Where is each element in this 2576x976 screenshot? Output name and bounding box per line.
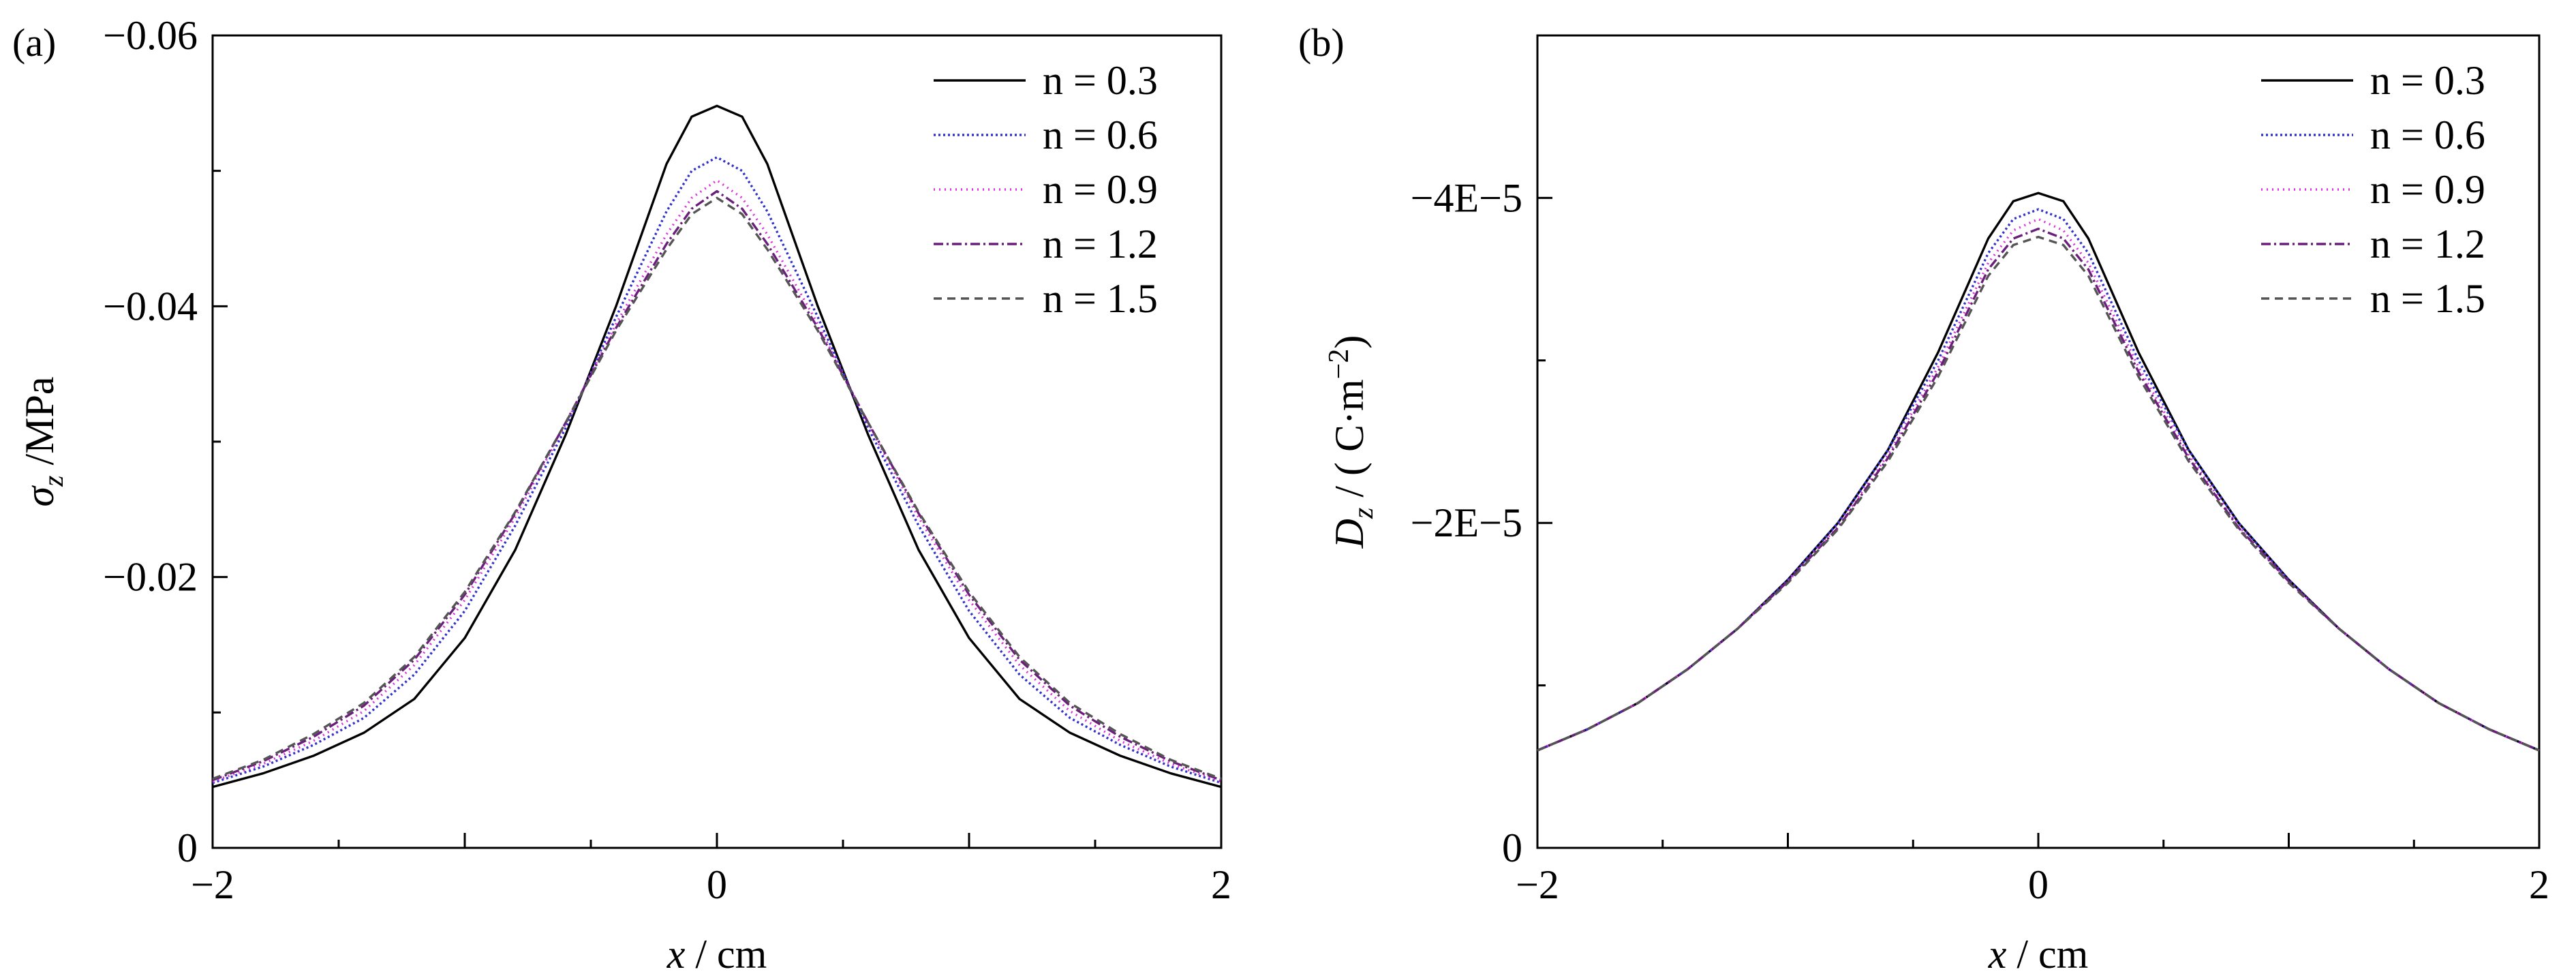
- y-axis-unit-sup: −2: [1323, 349, 1355, 380]
- y-axis-label: Dz / ( C·m−2): [1323, 335, 1379, 549]
- panel-label: (b): [1298, 20, 1345, 65]
- x-axis-unit: / cm: [685, 932, 767, 976]
- x-axis-var: x: [666, 932, 686, 976]
- y-tick-label: −0.04: [103, 284, 198, 329]
- x-axis-label: x / cm: [1988, 932, 2089, 976]
- series-line: [1537, 235, 2540, 752]
- series-line: [212, 104, 1222, 789]
- series-line: [212, 156, 1222, 784]
- series-line: [212, 179, 1222, 783]
- y-axis-unit-end: ): [1327, 335, 1372, 349]
- y-axis-label: σz /MPa: [17, 377, 70, 507]
- y-tick-label: −2E−5: [1411, 500, 1522, 545]
- x-tick-label: 2: [1211, 862, 1231, 907]
- series-line: [212, 196, 1222, 780]
- legend-label: n = 1.2: [1043, 222, 1158, 266]
- y-axis-var: σ: [17, 485, 62, 506]
- series-line: [1537, 208, 2540, 752]
- y-axis-sub: z: [1348, 508, 1379, 519]
- y-tick-label: 0: [1502, 825, 1522, 870]
- legend-label: n = 0.3: [1043, 58, 1158, 103]
- legend-label: n = 0.9: [2370, 167, 2485, 212]
- y-axis-sub: z: [38, 476, 70, 487]
- x-tick-label: 2: [2529, 862, 2549, 907]
- series-line: [212, 189, 1222, 782]
- x-tick-label: 0: [707, 862, 727, 907]
- x-axis-label: x / cm: [666, 932, 767, 976]
- y-axis-unit: / ( C·m: [1327, 379, 1372, 507]
- legend-label: n = 0.6: [1043, 112, 1158, 157]
- legend-label: n = 0.6: [2370, 112, 2485, 157]
- legend-label: n = 1.5: [1043, 276, 1158, 321]
- y-axis-unit: /MPa: [17, 377, 62, 476]
- x-axis-var: x: [1988, 932, 2007, 976]
- y-tick-label: 0: [177, 825, 198, 870]
- legend-label: n = 0.3: [2370, 58, 2485, 103]
- y-tick-label: −4E−5: [1411, 175, 1522, 220]
- legend-label: n = 0.9: [1043, 167, 1158, 212]
- legend-label: n = 1.5: [2370, 276, 2485, 321]
- panel-label: (a): [12, 20, 56, 65]
- x-tick-label: −2: [1516, 862, 1559, 907]
- x-axis-unit: / cm: [2006, 932, 2088, 976]
- legend-label: n = 1.2: [2370, 222, 2485, 266]
- x-tick-label: −2: [191, 862, 234, 907]
- y-tick-label: −0.02: [103, 555, 198, 600]
- x-tick-label: 0: [2028, 862, 2049, 907]
- y-tick-label: −0.06: [103, 13, 198, 58]
- series-line: [1537, 228, 2540, 752]
- y-axis-var: D: [1327, 519, 1372, 549]
